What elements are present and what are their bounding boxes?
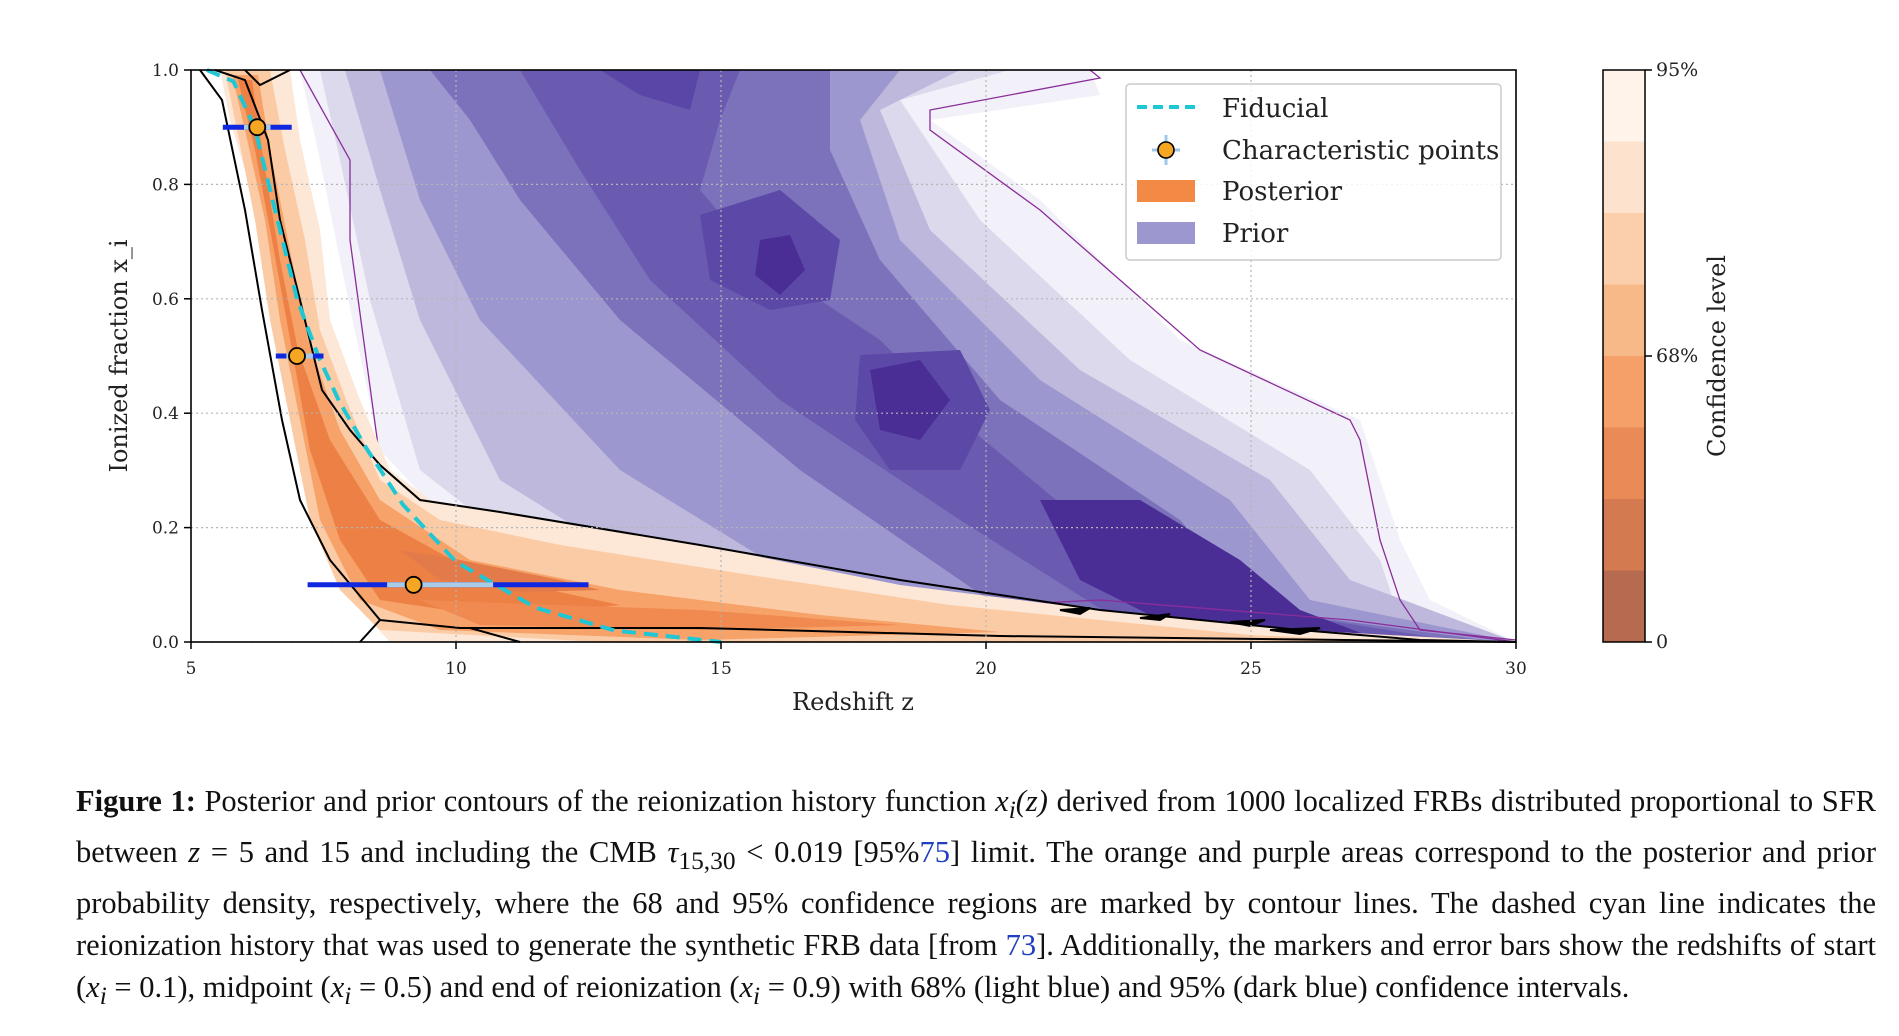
caption-end-val: = 0.9) with 68% (light blue) and 95% (da…: [767, 970, 1630, 1005]
figure-plot: 5 10 15 20 25 30 0.0 0.2 0.4 0.6 0.8 1.0 Redshift …: [105, 59, 1731, 716]
legend-prior-label: Prior: [1222, 219, 1289, 249]
caption-tau-sub: 15,30: [678, 847, 736, 876]
caption-limit: < 0.019 [95%: [746, 835, 920, 870]
y-tick-label: 0.4: [152, 404, 179, 424]
x-axis-label: Redshift z: [792, 688, 914, 716]
caption-start-val: = 0.1), midpoint (: [114, 970, 331, 1005]
y-tick-label: 0.8: [152, 175, 179, 195]
x-tick-label: 20: [975, 659, 997, 679]
colorbar-label: Confidence level: [1703, 255, 1731, 457]
caption-range: = 5 and 15 and including the CMB: [210, 835, 657, 870]
caption-text-1: Posterior and prior contours of the reio…: [204, 784, 987, 818]
legend: Fiducial Characteristic points Posterior…: [1125, 83, 1502, 261]
caption-mid-val: = 0.5) and end of reionization (: [358, 970, 740, 1005]
prior-contours: [299, 69, 1517, 643]
legend-points-label: Characteristic points: [1222, 136, 1499, 166]
caption-var: x: [995, 784, 1009, 818]
legend-box: [1125, 83, 1502, 261]
point-marker-start: [404, 575, 423, 594]
caption-ref-75[interactable]: 75: [919, 835, 950, 870]
colorbar: 95% 68% 0 Confidence level: [1602, 59, 1731, 653]
colorbar-cell: [1603, 141, 1645, 214]
y-axis-ticks: 0.0 0.2 0.4 0.6 0.8 1.0: [152, 61, 191, 653]
colorbar-cell: [1603, 570, 1645, 643]
caption-x-mid: x: [330, 970, 345, 1005]
colorbar-cell: [1603, 427, 1645, 500]
caption-text-3: ]. Additionally, the markers and error b…: [76, 928, 1877, 1005]
caption-arg: (z): [1015, 784, 1048, 818]
colorbar-cell: [1603, 499, 1645, 571]
colorbar-cell: [1603, 70, 1645, 142]
x-tick-label: 10: [445, 659, 467, 679]
y-tick-label: 0.0: [152, 633, 179, 653]
caption-x-start: x: [86, 970, 100, 1005]
caption-var-sub: i: [1008, 796, 1016, 825]
caption-tau: τ: [667, 835, 679, 870]
x-tick-label: 5: [186, 659, 197, 679]
legend-point-marker: [1157, 141, 1175, 159]
caption-text-1b: derived from 1000 localized FRBs distrib…: [76, 784, 1876, 870]
y-tick-label: 0.2: [152, 519, 179, 539]
caption-text-2: ] limit. The orange and purple areas cor…: [76, 835, 1877, 963]
characteristic-points: [222, 118, 589, 594]
legend-prior-swatch: [1137, 222, 1195, 244]
x-axis-ticks: 5 10 15 20 25 30: [186, 642, 1527, 679]
point-marker-midpoint: [288, 347, 306, 365]
figure-caption: Figure 1: Posterior and prior contours o…: [76, 784, 1877, 1011]
x-tick-label: 15: [710, 659, 732, 679]
caption-z: z: [188, 835, 201, 870]
x-tick-label: 25: [1240, 659, 1262, 679]
legend-fiducial-label: Fiducial: [1222, 94, 1328, 124]
axes-frame: [190, 69, 1517, 643]
colorbar-tick-95: 95%: [1656, 59, 1698, 81]
colorbar-cell: [1603, 356, 1645, 428]
caption-figure-label: Figure 1:: [76, 784, 196, 818]
y-tick-label: 1.0: [152, 61, 179, 81]
caption-ref-73[interactable]: 73: [1005, 928, 1037, 963]
legend-posterior-swatch: [1137, 180, 1195, 202]
fiducial-series-line: [206, 68, 722, 644]
caption-x-end: x: [739, 970, 754, 1005]
point-marker-end: [248, 118, 267, 137]
colorbar-cell: [1603, 284, 1645, 357]
colorbar-cell: [1603, 213, 1645, 285]
y-axis-label: Ionized fraction x_i: [105, 239, 133, 472]
x-tick-label: 30: [1505, 659, 1527, 679]
y-tick-label: 0.6: [152, 290, 179, 310]
colorbar-tick-0: 0: [1656, 631, 1668, 653]
colorbar-tick-68: 68%: [1656, 345, 1698, 367]
fiducial-line: [206, 68, 722, 644]
legend-posterior-label: Posterior: [1222, 177, 1343, 207]
